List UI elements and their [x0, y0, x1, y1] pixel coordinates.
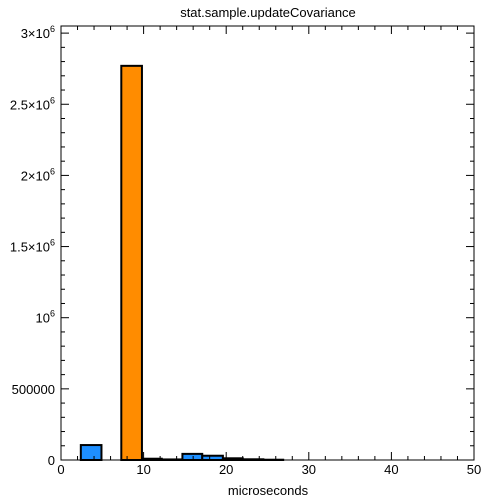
bars-layer [79, 64, 285, 462]
chart-title: stat.sample.updateCovariance [180, 5, 356, 20]
histogram-bar-4 [181, 452, 204, 462]
plot-frame [60, 25, 475, 461]
histogram-bar-5 [201, 454, 224, 462]
x-tick-label: 0 [57, 462, 64, 477]
x-tick-label: 40 [384, 462, 398, 477]
ticks-layer [60, 26, 475, 461]
x-tick-labels: 0 10 20 30 40 50 [57, 462, 481, 477]
x-axis-label: microseconds [228, 483, 309, 498]
x-tick-label: 30 [302, 462, 316, 477]
y-tick-label: 0 [48, 453, 55, 468]
y-tick-label: 3×106 [21, 24, 55, 41]
y-tick-label: 2×106 [21, 166, 55, 183]
y-tick-labels: 0 500000 106 1.5×106 2×106 2.5×106 3×106 [10, 24, 55, 468]
y-tick-label: 500000 [12, 382, 55, 397]
histogram-bar-0 [79, 444, 103, 461]
y-tick-label: 1.5×106 [10, 238, 55, 255]
histogram-bar-1 [120, 64, 143, 461]
x-tick-label: 50 [467, 462, 481, 477]
x-tick-label: 20 [219, 462, 233, 477]
x-tick-label: 10 [136, 462, 150, 477]
y-tick-label: 2.5×106 [10, 95, 55, 112]
y-tick-label: 106 [36, 309, 55, 326]
